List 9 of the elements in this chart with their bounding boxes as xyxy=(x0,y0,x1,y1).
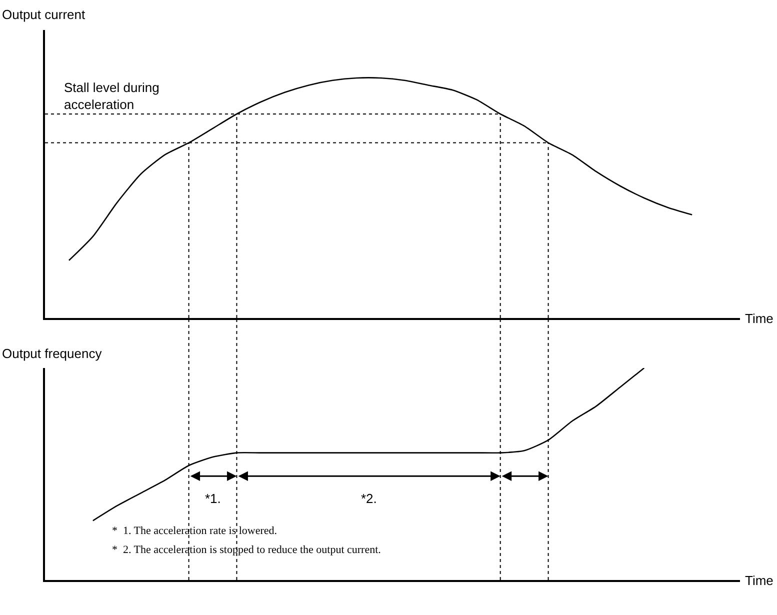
annotation: *1. xyxy=(205,491,221,506)
y-axis-title: Output frequency xyxy=(2,346,102,361)
annotation: * 1. The acceleration rate is lowered. xyxy=(112,525,278,537)
annotation: * 2. The acceleration is stopped to reduce the output current. xyxy=(112,544,382,556)
x-axis-title: Time xyxy=(745,573,774,588)
annotation: *2. xyxy=(361,491,377,506)
annotation: Stall level during acceleration xyxy=(64,80,160,112)
x-axis-title: Time xyxy=(745,311,774,326)
y-axis-title: Output current xyxy=(2,7,86,22)
